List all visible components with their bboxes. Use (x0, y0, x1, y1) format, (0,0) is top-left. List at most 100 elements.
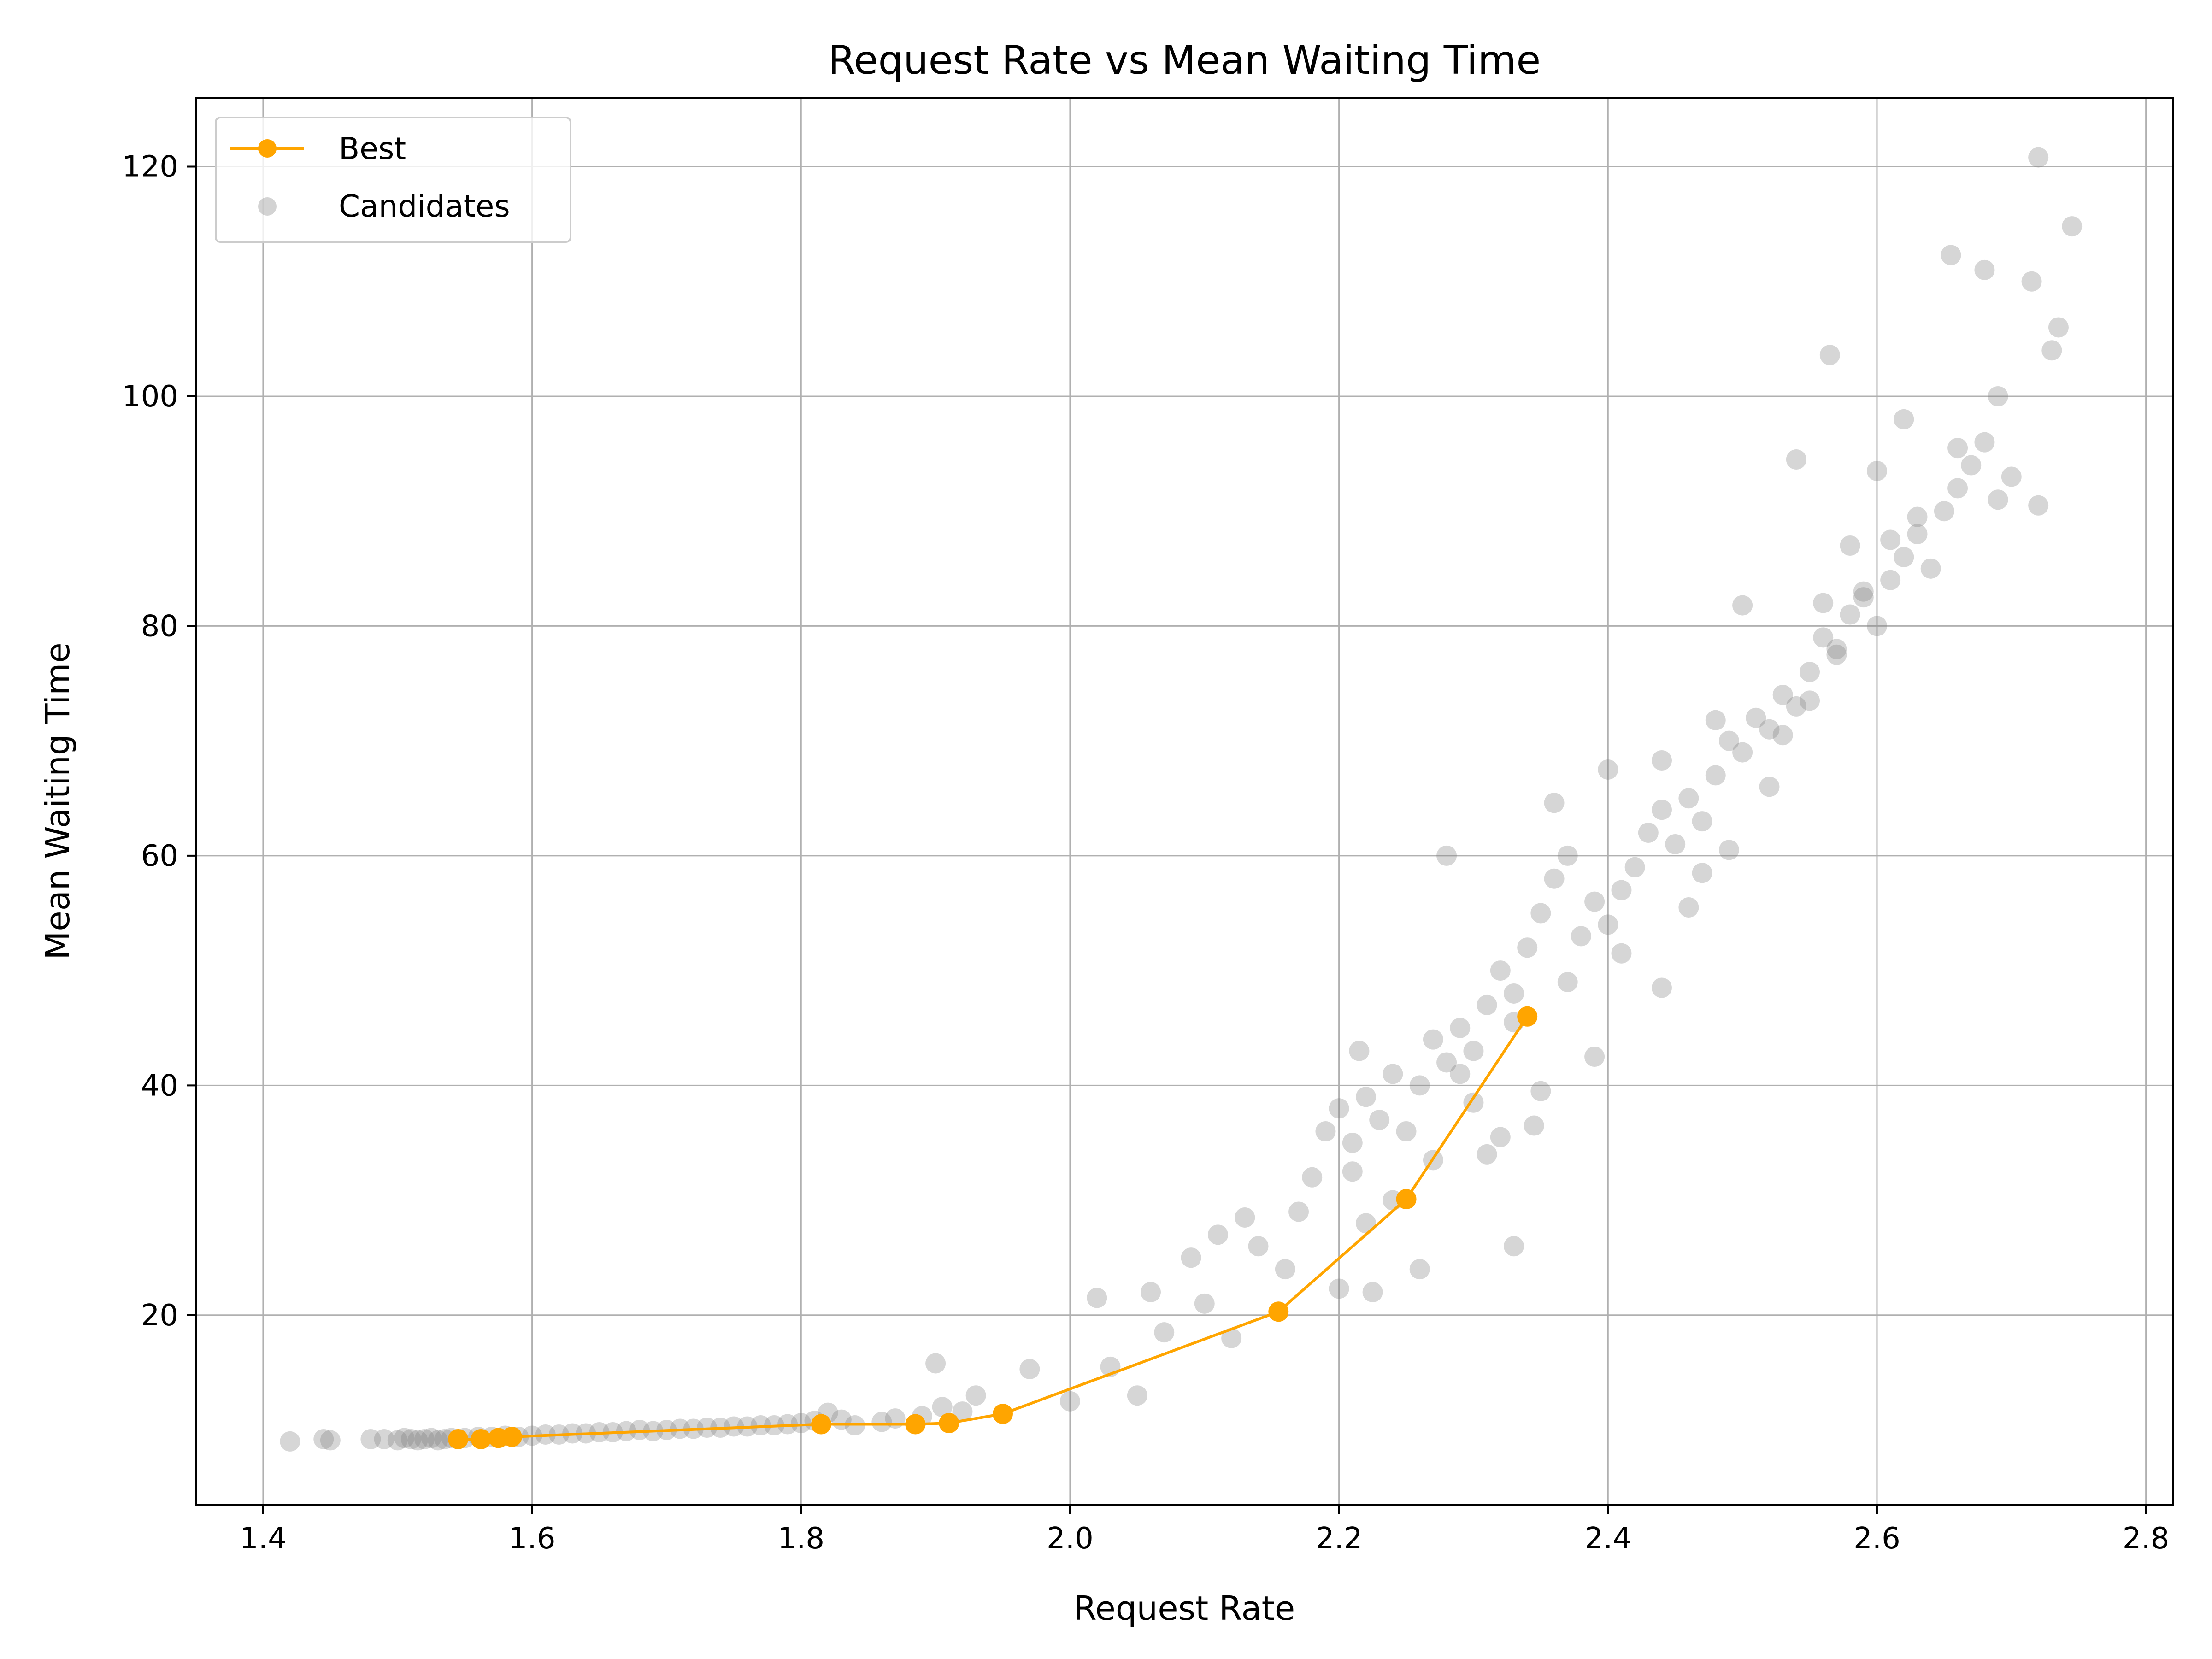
candidate-point (1732, 742, 1753, 763)
axis-ticks: 1.4 1.6 1.8 2.0 2.2 2.4 2.6 2.8 20 40 60 80 100 120 (122, 150, 2170, 1556)
candidate-point (2021, 271, 2042, 292)
candidate-point (394, 1428, 415, 1448)
candidate-point (871, 1412, 892, 1432)
candidate-point (965, 1385, 986, 1406)
y-tick-label: 80 (141, 609, 178, 643)
candidate-point (1920, 558, 1941, 579)
candidate-point (1141, 1282, 1161, 1302)
candidate-point (1194, 1293, 1215, 1314)
x-tick-label: 2.6 (1853, 1522, 1900, 1556)
candidate-point (1544, 793, 1565, 813)
legend-best-marker (258, 139, 276, 158)
candidate-point (1732, 595, 1753, 616)
candidate-point (1557, 845, 1578, 866)
candidate-point (1652, 977, 1672, 998)
candidate-point (2048, 317, 2069, 338)
x-tick-label: 1.4 (240, 1522, 287, 1556)
candidate-point (1181, 1247, 1201, 1268)
candidate-point (1800, 662, 1820, 682)
candidate-point (1705, 765, 1726, 786)
candidate-point (1530, 1081, 1551, 1101)
candidate-point (1329, 1098, 1349, 1119)
candidate-point (1524, 1115, 1544, 1136)
candidate-point (360, 1429, 381, 1449)
candidate-point (1477, 1144, 1497, 1165)
candidate-point (2001, 466, 2022, 487)
candidate-point (1355, 1213, 1376, 1234)
y-tick-label: 40 (141, 1069, 178, 1103)
plot-frame (195, 97, 2174, 1506)
x-tick-label: 2.2 (1316, 1522, 1363, 1556)
candidate-point (1598, 914, 1618, 935)
candidate-point (1059, 1391, 1080, 1412)
candidate-point (2041, 340, 2062, 361)
candidate-point (1853, 587, 1874, 608)
candidate-point (1678, 788, 1699, 809)
best-point (1517, 1006, 1538, 1027)
candidate-point (932, 1397, 953, 1418)
candidate-point (1490, 1127, 1511, 1147)
candidate-point (1880, 570, 1901, 590)
candidate-point (1409, 1075, 1430, 1096)
candidate-point (1423, 1029, 1443, 1050)
candidate-point (1624, 857, 1645, 877)
x-axis-label: Request Rate (1074, 1589, 1295, 1628)
x-tick-label: 2.0 (1047, 1522, 1094, 1556)
candidate-point (1382, 1064, 1403, 1084)
candidate-point (1988, 489, 2008, 510)
candidate-point (1894, 409, 1914, 429)
legend-best-label: Best (339, 131, 406, 166)
candidate-point (1087, 1288, 1107, 1308)
candidate-point (1611, 943, 1632, 964)
candidate-point (1894, 547, 1914, 567)
candidate-point (1759, 719, 1780, 740)
candidate-point (1800, 690, 1820, 711)
x-tick-label: 1.8 (777, 1522, 824, 1556)
y-axis-label: Mean Waiting Time (38, 642, 77, 959)
candidate-point (1342, 1132, 1363, 1153)
chart-title: Request Rate vs Mean Waiting Time (828, 37, 1541, 83)
candidate-point (414, 1429, 435, 1449)
candidate-point (1652, 750, 1672, 771)
candidate-point (2028, 495, 2049, 516)
candidate-point (1221, 1328, 1242, 1348)
candidate-point (1207, 1224, 1228, 1245)
candidate-point (1941, 245, 1961, 265)
candidate-point (407, 1430, 428, 1451)
best-point (1396, 1189, 1417, 1210)
x-tick-label: 2.4 (1584, 1522, 1631, 1556)
candidate-point (1349, 1041, 1370, 1061)
candidate-point (2028, 147, 2049, 168)
best-point (811, 1414, 832, 1435)
candidate-point (1826, 644, 1847, 665)
best-point (501, 1426, 522, 1447)
candidate-point (1961, 455, 1982, 476)
candidate-point (1746, 707, 1766, 728)
candidate-point (1947, 438, 1968, 459)
candidate-point (1530, 903, 1551, 924)
candidate-point (1463, 1041, 1484, 1061)
candidate-point (1819, 345, 1840, 365)
candidate-point (1504, 1236, 1524, 1257)
candidate-point (1772, 725, 1793, 746)
candidate-point (1678, 897, 1699, 918)
best-point (905, 1414, 926, 1435)
legend-candidates-marker (258, 197, 276, 216)
best-point (993, 1404, 1013, 1424)
best-series (448, 1006, 1538, 1449)
candidate-point (1329, 1278, 1349, 1299)
candidate-point (1840, 604, 1860, 625)
candidate-point (1477, 994, 1497, 1015)
candidate-point (1665, 834, 1686, 854)
candidate-point (952, 1401, 973, 1422)
candidate-point (313, 1429, 334, 1449)
candidate-point (428, 1430, 448, 1451)
candidate-point (2062, 216, 2083, 237)
candidate-point (1288, 1201, 1309, 1222)
y-tick-label: 60 (141, 839, 178, 873)
candidate-point (1436, 1052, 1457, 1073)
candidate-point (1718, 730, 1739, 751)
candidate-point (1355, 1087, 1376, 1107)
candidate-point (1154, 1322, 1175, 1343)
x-tick-label: 2.8 (2123, 1522, 2170, 1556)
